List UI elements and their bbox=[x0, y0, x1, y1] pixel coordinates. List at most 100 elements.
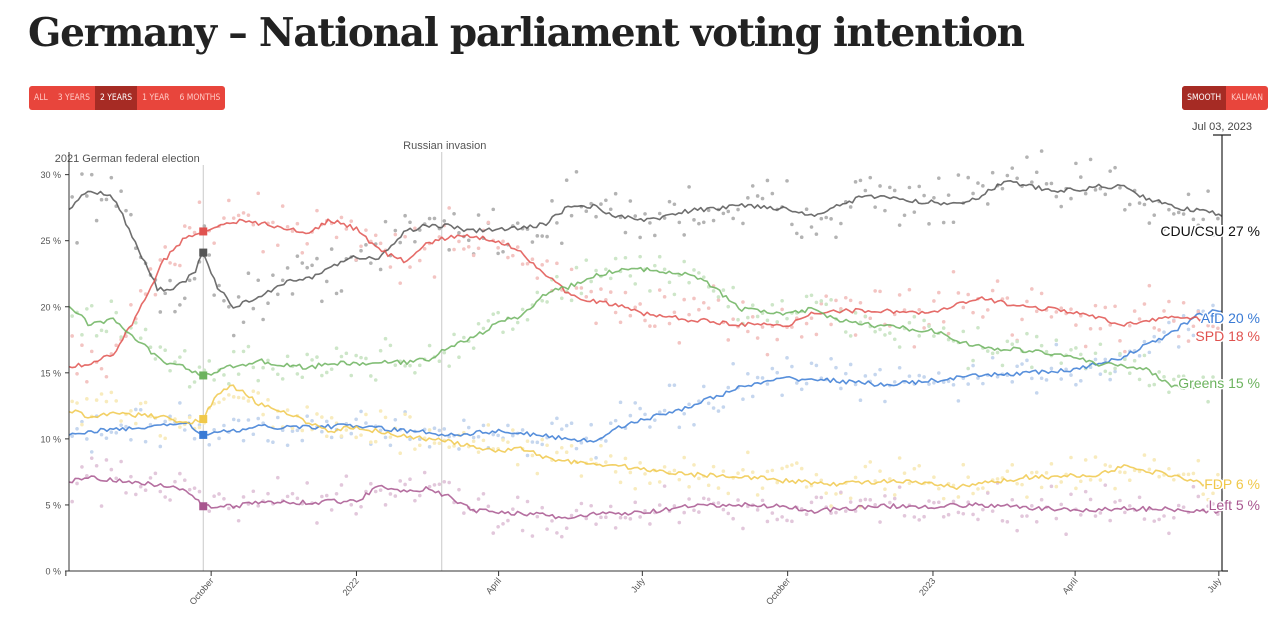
poll-dot bbox=[569, 213, 574, 218]
poll-dot bbox=[290, 229, 295, 233]
poll-dot bbox=[927, 222, 931, 226]
poll-dot bbox=[285, 354, 290, 359]
poll-dot bbox=[1030, 470, 1034, 475]
poll-dot bbox=[246, 399, 251, 403]
poll-dot bbox=[623, 515, 628, 520]
poll-dot bbox=[1049, 366, 1054, 371]
poll-dot bbox=[354, 435, 358, 440]
poll-dot bbox=[99, 197, 104, 202]
poll-dot bbox=[932, 195, 936, 200]
poll-dot bbox=[496, 251, 500, 256]
poll-dot bbox=[750, 470, 755, 475]
poll-dot bbox=[339, 434, 344, 438]
x-tick-label: October bbox=[187, 576, 215, 607]
poll-dot bbox=[393, 363, 398, 367]
poll-dot bbox=[1034, 170, 1039, 175]
event-label: 2021 German federal election bbox=[55, 153, 200, 165]
poll-dot bbox=[995, 477, 1000, 481]
poll-dot bbox=[143, 400, 148, 405]
poll-dot bbox=[780, 515, 784, 519]
poll-dot bbox=[608, 454, 613, 458]
y-tick-label: 25 % bbox=[40, 236, 61, 246]
poll-dot bbox=[932, 475, 936, 480]
poll-dot bbox=[971, 512, 975, 517]
poll-dot bbox=[535, 514, 540, 519]
poll-dot bbox=[677, 520, 682, 525]
poll-dot bbox=[799, 466, 804, 471]
poll-dot bbox=[285, 494, 290, 499]
poll-dot bbox=[657, 503, 662, 507]
poll-dot bbox=[883, 494, 887, 498]
end-label-spd: SPD 18 % bbox=[1194, 327, 1262, 346]
poll-dot bbox=[1103, 357, 1108, 362]
poll-dot bbox=[937, 290, 941, 295]
poll-dot bbox=[785, 179, 789, 183]
poll-dot bbox=[393, 417, 398, 422]
poll-dot bbox=[990, 351, 995, 356]
poll-dot bbox=[476, 434, 481, 439]
poll-dot bbox=[511, 327, 515, 331]
poll-dot bbox=[883, 487, 887, 492]
poll-dot bbox=[1034, 470, 1039, 475]
poll-dot bbox=[285, 266, 290, 270]
poll-dot bbox=[1211, 233, 1215, 237]
smooth-button[interactable]: SMOOTH bbox=[1182, 86, 1227, 110]
poll-dot bbox=[858, 178, 863, 183]
poll-dot bbox=[775, 517, 780, 522]
kalman-button[interactable]: KALMAN bbox=[1231, 93, 1263, 103]
poll-dot bbox=[912, 210, 917, 214]
poll-dot bbox=[413, 370, 417, 375]
poll-dot bbox=[1078, 479, 1083, 484]
poll-dot bbox=[897, 365, 902, 370]
poll-dot bbox=[173, 262, 177, 267]
poll-dot bbox=[501, 249, 505, 254]
poll-dot bbox=[1123, 470, 1127, 475]
poll-dot bbox=[373, 439, 378, 444]
poll-dot bbox=[535, 471, 540, 476]
poll-dot bbox=[94, 398, 99, 402]
range-6-months-button[interactable]: 6 MONTHS bbox=[179, 93, 221, 103]
poll-dot bbox=[481, 326, 486, 331]
poll-dot bbox=[721, 469, 726, 473]
poll-dot bbox=[653, 324, 657, 329]
poll-dot bbox=[907, 374, 912, 378]
poll-dot bbox=[452, 247, 456, 252]
range-2-years-button[interactable]: 2 YEARS bbox=[94, 86, 138, 110]
range-3-years-button[interactable]: 3 YEARS bbox=[57, 93, 90, 103]
y-tick-label: 20 % bbox=[40, 302, 61, 312]
range-all-button[interactable]: ALL bbox=[34, 93, 48, 103]
poll-dot bbox=[697, 399, 701, 403]
poll-dot bbox=[941, 320, 946, 324]
poll-dot bbox=[1191, 383, 1196, 387]
poll-dot bbox=[1157, 339, 1161, 344]
poll-dot bbox=[236, 372, 241, 376]
poll-dot bbox=[462, 418, 466, 423]
poll-dot bbox=[1123, 510, 1127, 515]
poll-dot bbox=[1015, 481, 1019, 486]
poll-dot bbox=[589, 422, 593, 427]
poll-dot bbox=[1118, 351, 1122, 356]
poll-dot bbox=[447, 445, 451, 450]
poll-dot bbox=[417, 443, 422, 448]
poll-dot bbox=[80, 343, 84, 348]
range-1-year-button[interactable]: 1 YEAR bbox=[142, 93, 170, 103]
poll-dot bbox=[290, 429, 295, 433]
poll-dot bbox=[85, 397, 89, 401]
poll-dot bbox=[1103, 305, 1108, 310]
poll-dot bbox=[848, 500, 853, 504]
poll-dot bbox=[442, 350, 447, 355]
poll-dot bbox=[1044, 378, 1049, 382]
poll-dot bbox=[212, 293, 216, 297]
poll-dot bbox=[559, 445, 564, 450]
poll-dot bbox=[746, 450, 750, 455]
poll-dot bbox=[496, 524, 500, 529]
poll-dot bbox=[555, 416, 559, 421]
end-label-left: Left 5 % bbox=[1207, 496, 1261, 515]
poll-dot bbox=[917, 307, 922, 312]
poll-dot bbox=[212, 241, 216, 245]
poll-dot bbox=[295, 496, 300, 501]
poll-dot bbox=[1078, 175, 1083, 179]
poll-dot bbox=[824, 215, 828, 220]
poll-dot bbox=[329, 415, 334, 420]
poll-dot bbox=[976, 326, 980, 330]
